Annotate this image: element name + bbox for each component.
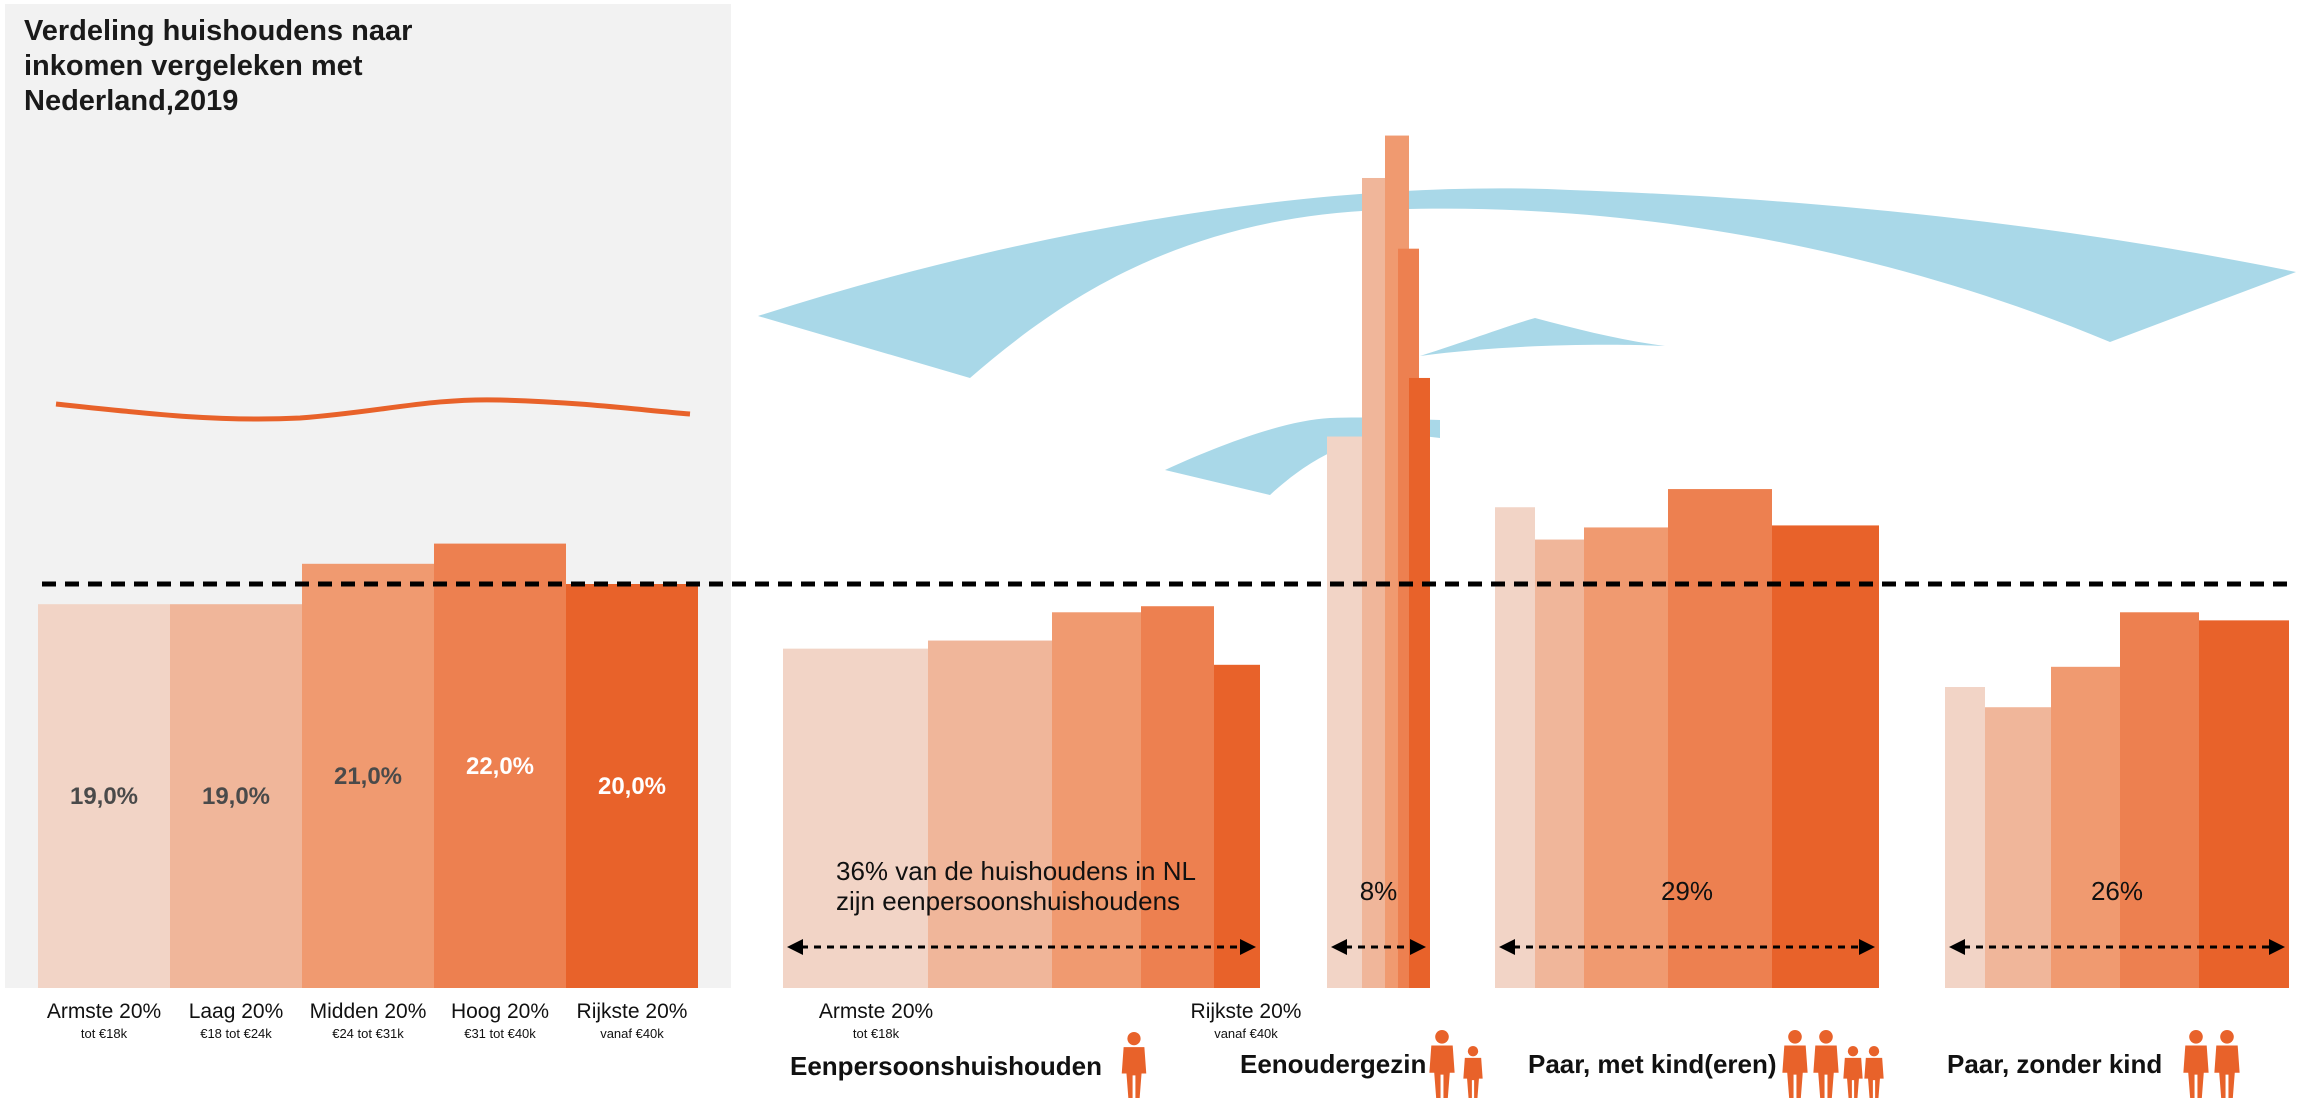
group-bar xyxy=(783,648,928,988)
group-bar xyxy=(1985,707,2051,988)
nl-bar xyxy=(302,563,434,988)
person-icon xyxy=(1813,1030,1839,1098)
decorative-wave-line xyxy=(55,397,691,422)
person-icon xyxy=(2214,1030,2240,1098)
chart-title: Verdeling huishoudens naar inkomen verge… xyxy=(24,15,413,117)
person-icon xyxy=(1864,1046,1884,1098)
nl-category-sublabel: €24 tot €31k xyxy=(332,1026,404,1041)
group-name-label: Eenoudergezin xyxy=(1240,1049,1426,1079)
nl-category-label: Midden 20% xyxy=(310,1000,427,1023)
nl-bar-value-label: 19,0% xyxy=(202,783,270,810)
group-share-label: 26% xyxy=(2091,876,2143,906)
nl-bar-value-label: 21,0% xyxy=(334,763,402,790)
group-bar xyxy=(1495,507,1535,988)
nl-category-label: Hoog 20% xyxy=(451,1000,549,1023)
group-range-arrowhead xyxy=(2269,939,2285,955)
group-axis-start-sublabel: tot €18k xyxy=(853,1026,900,1041)
group-bar xyxy=(1945,687,1985,988)
group-bar xyxy=(1052,612,1141,988)
group-range-arrowhead xyxy=(1331,939,1347,955)
nl-bar xyxy=(170,604,302,988)
group-share-label: 8% xyxy=(1360,876,1398,906)
group-share-label: 29% xyxy=(1661,876,1713,906)
person-icon xyxy=(1121,1032,1147,1098)
group-range-arrowhead xyxy=(787,939,803,955)
group-bar xyxy=(2051,666,2120,988)
nl-bar-value-label: 22,0% xyxy=(466,753,534,780)
person-icon xyxy=(1121,1032,1147,1098)
group-range-arrowhead xyxy=(1240,939,1256,955)
nl-category-label: Armste 20% xyxy=(47,1000,161,1023)
group-bar xyxy=(1584,527,1668,988)
group-range-arrowhead xyxy=(1410,939,1426,955)
group-axis-end-sublabel: vanaf €40k xyxy=(1214,1026,1278,1041)
nl-category-label: Rijkste 20% xyxy=(577,1000,688,1023)
person-icon xyxy=(1782,1030,1808,1098)
group-bar xyxy=(1409,377,1430,989)
person-icon xyxy=(1463,1046,1483,1098)
decorative-blue-shape xyxy=(758,188,2296,378)
nl-bar xyxy=(38,604,170,988)
person-icon xyxy=(1843,1046,1863,1098)
group-axis-start-label: Armste 20% xyxy=(819,1000,933,1023)
nl-bar xyxy=(566,584,698,988)
group-share-label: 36% van de huishoudens in NL zijn eenpers… xyxy=(836,856,1196,916)
group-axis-end-label: Rijkste 20% xyxy=(1191,1000,1302,1023)
group-name-label: Paar, zonder kind xyxy=(1947,1049,2162,1079)
adult-child-icon xyxy=(1429,1030,1483,1098)
group-bar xyxy=(1214,664,1260,988)
group-range-arrowhead xyxy=(1499,939,1515,955)
nl-category-label: Laag 20% xyxy=(189,1000,284,1023)
group-bar xyxy=(2120,612,2199,988)
group-name-label: Paar, met kind(eren) xyxy=(1528,1049,1777,1079)
group-bar xyxy=(928,640,1052,988)
group-range-arrowhead xyxy=(1859,939,1875,955)
nl-category-sublabel: €31 tot €40k xyxy=(464,1026,536,1041)
person-icon xyxy=(1429,1030,1455,1098)
group-bar xyxy=(2199,620,2289,988)
group-bar xyxy=(1141,606,1214,988)
family-icon xyxy=(1782,1030,1884,1098)
nl-bar-value-label: 19,0% xyxy=(70,783,138,810)
decorative-blue-shape xyxy=(1420,318,1665,356)
group-range-arrowhead xyxy=(1949,939,1965,955)
nl-category-sublabel: vanaf €40k xyxy=(600,1026,664,1041)
group-bar xyxy=(1772,525,1879,988)
nl-bar xyxy=(434,543,566,988)
group-bar xyxy=(1668,489,1772,988)
nl-bar-value-label: 20,0% xyxy=(598,773,666,800)
group-name-label: Eenpersoonshuishouden xyxy=(790,1051,1102,1081)
couple-icon xyxy=(2183,1030,2240,1098)
person-icon xyxy=(2183,1030,2209,1098)
nl-category-sublabel: tot €18k xyxy=(81,1026,128,1041)
group-bar xyxy=(1362,177,1385,989)
nl-category-sublabel: €18 tot €24k xyxy=(200,1026,272,1041)
group-bar xyxy=(1535,539,1584,988)
